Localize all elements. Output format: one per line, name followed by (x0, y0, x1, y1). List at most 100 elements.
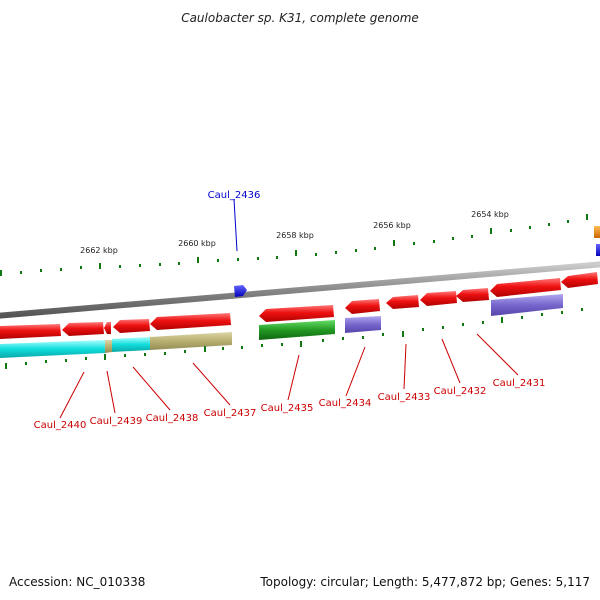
tick-major (586, 214, 588, 220)
gene-label-caul-2435[interactable]: Caul_2435 (261, 403, 314, 414)
tick (355, 249, 357, 252)
tick-major (99, 263, 101, 269)
gene-caul-2439-a[interactable] (62, 322, 104, 336)
cog-bar-purple (491, 294, 563, 316)
leader-caul-2433 (403, 343, 407, 390)
tick-major (490, 228, 492, 234)
tick (452, 237, 454, 240)
tick (178, 262, 180, 265)
tick (222, 347, 224, 350)
leader-caul-2436 (233, 198, 238, 252)
tick-major (300, 341, 302, 347)
genome-backbone (0, 261, 600, 319)
tick (119, 265, 121, 268)
tick (335, 251, 337, 254)
tick-major (393, 240, 395, 246)
tick (60, 268, 62, 271)
tick (159, 263, 161, 266)
gene-caul-2431[interactable] (490, 278, 561, 297)
tick (40, 269, 42, 272)
gene-label-caul-2438[interactable]: Caul_2438 (146, 413, 199, 424)
tick (25, 362, 27, 365)
gene-caul-2433[interactable] (386, 295, 419, 309)
tick (322, 339, 324, 342)
tick (281, 343, 283, 346)
tick (144, 353, 146, 356)
tick (422, 328, 424, 331)
gene-label-caul-2440[interactable]: Caul_2440 (34, 420, 87, 431)
gene-edge-blue[interactable] (596, 244, 600, 256)
tick (80, 266, 82, 269)
gene-caul-2437[interactable] (150, 313, 231, 330)
tick (433, 240, 435, 243)
accession-text: Accession: NC_010338 (9, 575, 145, 589)
gene-label-caul-2439[interactable]: Caul_2439 (90, 416, 143, 427)
tick (374, 247, 376, 250)
tick-major (104, 354, 106, 360)
tick (382, 333, 384, 336)
tick (241, 346, 243, 349)
leader-caul-2435 (287, 354, 300, 401)
reverse-strand-genes (0, 272, 598, 339)
tick (85, 357, 87, 360)
label-leaders (59, 198, 519, 419)
tick (581, 308, 583, 311)
tick (462, 323, 464, 326)
gene-label-caul-2437[interactable]: Caul_2437 (204, 408, 257, 419)
tick-major (197, 257, 199, 263)
tick (521, 316, 523, 319)
gene-edge-orange[interactable] (594, 226, 600, 238)
tick (413, 242, 415, 245)
gene-caul-2439-b[interactable] (104, 322, 111, 334)
tick (510, 229, 512, 232)
cog-bar-khaki (150, 332, 232, 350)
gene-edge-red[interactable] (561, 272, 598, 288)
cog-bar-purple (345, 316, 381, 333)
gene-label-caul-2433[interactable]: Caul_2433 (378, 392, 431, 403)
inner-tick-row (5, 308, 583, 369)
tick (529, 226, 531, 229)
gene-caul-2434[interactable] (345, 299, 380, 314)
leader-caul-2432 (441, 338, 461, 384)
gene-caul-2440[interactable] (0, 324, 61, 339)
kbp-label: 2656 kbp (373, 221, 411, 230)
leader-caul-2431 (476, 333, 519, 376)
tick (315, 253, 317, 256)
tick (217, 259, 219, 262)
tick (65, 359, 67, 362)
cog-bar-khaki (105, 340, 112, 353)
tick (257, 257, 259, 260)
leader-caul-2439 (106, 370, 116, 414)
kbp-label: 2660 kbp (178, 239, 216, 248)
map-title: Caulobacter sp. K31, complete genome (181, 11, 419, 25)
tick-major (0, 270, 2, 276)
genome-summary-text: Topology: circular; Length: 5,477,872 bp… (259, 575, 590, 589)
tick-major (5, 363, 7, 369)
gene-caul-2435[interactable] (259, 305, 334, 322)
tick (261, 344, 263, 347)
gene-label-caul-2431[interactable]: Caul_2431 (493, 378, 546, 389)
gene-caul-2436[interactable] (234, 285, 247, 297)
gene-label-caul-2432[interactable]: Caul_2432 (434, 386, 487, 397)
gene-caul-2431-a[interactable] (456, 288, 489, 302)
tick (482, 321, 484, 324)
tick (139, 264, 141, 267)
gene-label-caul-2434[interactable]: Caul_2434 (319, 398, 372, 409)
leader-caul-2437 (192, 362, 231, 406)
gene-label-caul-2436[interactable]: Caul_2436 (208, 190, 261, 201)
tick (471, 235, 473, 238)
tick (20, 271, 22, 274)
leader-caul-2440 (59, 371, 85, 419)
tick-major (295, 250, 297, 256)
kbp-label: 2658 kbp (276, 231, 314, 240)
tick (276, 256, 278, 259)
gene-caul-2438[interactable] (113, 319, 150, 333)
tick (442, 326, 444, 329)
leader-caul-2434 (345, 346, 366, 397)
tick (237, 258, 239, 261)
tick (164, 352, 166, 355)
tick (45, 360, 47, 363)
tick-major (501, 317, 503, 323)
gene-caul-2432[interactable] (420, 291, 457, 306)
